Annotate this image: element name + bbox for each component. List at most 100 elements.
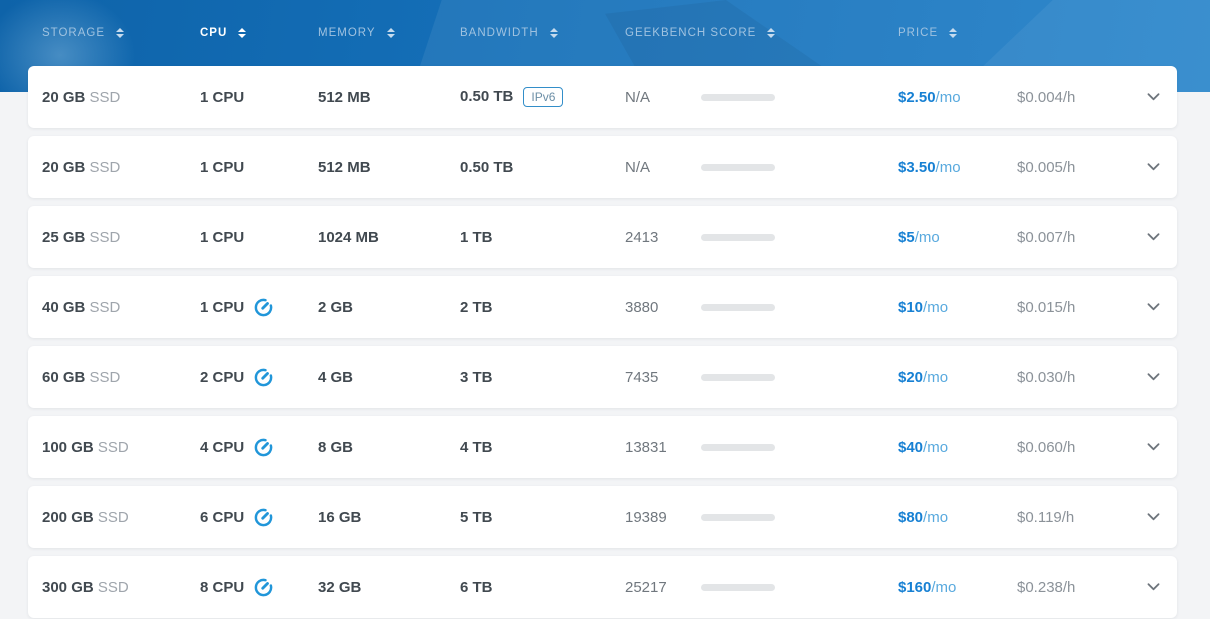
price-hourly: $0.060/h (1017, 438, 1076, 456)
storage-type: SSD (97, 438, 129, 456)
cpu-cell: 1 CPU (200, 298, 318, 317)
storage-cell: 40 GB SSD (42, 298, 121, 316)
cpu-cell: 1 CPU (200, 88, 245, 106)
sort-icon (116, 28, 125, 38)
chevron-down-icon[interactable] (1143, 509, 1164, 525)
cpu-cell: 2 CPU (200, 368, 318, 387)
column-label: STORAGE (42, 27, 106, 39)
storage-cell: 20 GB SSD (42, 158, 121, 176)
plan-row[interactable]: 20 GB SSD 1 CPU 512 MB 0.50 TB IPv6 N/A $… (28, 66, 1177, 128)
storage-cell: 300 GB SSD (42, 578, 129, 596)
bandwidth-cell: 6 TB (460, 578, 493, 596)
speedometer-icon (254, 578, 273, 597)
column-label: PRICE (898, 27, 939, 39)
bandwidth-cell: 4 TB (460, 438, 493, 456)
price-hourly: $0.119/h (1017, 508, 1075, 526)
price-monthly: $40 (898, 438, 924, 456)
chevron-down-icon[interactable] (1143, 89, 1164, 105)
price-cell: $40/mo (898, 439, 1017, 456)
speedometer-icon (254, 438, 273, 457)
column-header-memory[interactable]: MEMORY (318, 27, 460, 39)
bandwidth-cell: 0.50 TB IPv6 (460, 86, 625, 108)
geekbench-score: 7435 (625, 368, 659, 386)
score-bar (701, 583, 775, 591)
score-bar (701, 303, 775, 311)
chevron-down-icon[interactable] (1143, 439, 1164, 455)
plan-row[interactable]: 40 GB SSD 1 CPU 2 GB 2 TB 3880 $10/mo $0… (28, 276, 1177, 338)
chevron-down-icon[interactable] (1143, 159, 1164, 175)
price-cell: $5/mo (898, 229, 1017, 246)
score-bar (701, 443, 775, 451)
bandwidth-cell: 2 TB (460, 298, 493, 316)
sort-icon (767, 28, 776, 38)
column-header-price[interactable]: PRICE (898, 27, 1017, 39)
price-per-label: /mo (923, 298, 949, 316)
column-label: BANDWIDTH (460, 27, 539, 39)
plan-row[interactable]: 20 GB SSD 1 CPU 512 MB 0.50 TB N/A $3.50… (28, 136, 1177, 198)
geekbench-cell: 3880 (625, 299, 898, 316)
plan-row[interactable]: 60 GB SSD 2 CPU 4 GB 3 TB 7435 $20/mo $0… (28, 346, 1177, 408)
column-header-cpu[interactable]: CPU (200, 27, 318, 39)
pricing-table: STORAGE CPU MEMORY BANDWIDTH GEEKBENCH S… (28, 0, 1177, 618)
memory-cell: 2 GB (318, 298, 354, 316)
price-cell: $3.50/mo (898, 159, 1017, 176)
price-cell: $160/mo (898, 579, 1017, 596)
storage-type: SSD (89, 228, 121, 246)
cpu-cell: 6 CPU (200, 508, 318, 527)
sort-icon (949, 28, 958, 38)
speedometer-icon (254, 298, 273, 317)
storage-type: SSD (89, 298, 121, 316)
storage-cell: 20 GB SSD (42, 88, 121, 106)
bandwidth-cell: 1 TB (460, 228, 493, 246)
geekbench-score: 2413 (625, 228, 659, 246)
score-bar (701, 93, 775, 101)
plan-row[interactable]: 100 GB SSD 4 CPU 8 GB 4 TB 13831 $40/mo … (28, 416, 1177, 478)
column-header-bandwidth[interactable]: BANDWIDTH (460, 27, 625, 39)
sort-icon (386, 28, 395, 38)
plan-rows: 20 GB SSD 1 CPU 512 MB 0.50 TB IPv6 N/A $… (28, 66, 1177, 618)
geekbench-cell: 13831 (625, 439, 898, 456)
sort-icon (238, 28, 247, 38)
score-bar (701, 373, 775, 381)
bandwidth-cell: 0.50 TB (460, 158, 514, 176)
price-hourly: $0.005/h (1017, 158, 1076, 176)
geekbench-score: 13831 (625, 438, 667, 456)
price-per-label: /mo (935, 158, 961, 176)
price-per-label: /mo (923, 368, 949, 386)
price-monthly: $2.50 (898, 88, 936, 106)
plan-row[interactable]: 25 GB SSD 1 CPU 1024 MB 1 TB 2413 $5/mo … (28, 206, 1177, 268)
storage-type: SSD (89, 88, 121, 106)
geekbench-score: 25217 (625, 578, 667, 596)
geekbench-cell: N/A (625, 89, 898, 106)
column-label: MEMORY (318, 27, 376, 39)
price-per-label: /mo (914, 228, 940, 246)
price-monthly: $20 (898, 368, 924, 386)
speedometer-icon (254, 508, 273, 527)
storage-cell: 200 GB SSD (42, 508, 129, 526)
chevron-down-icon[interactable] (1143, 579, 1164, 595)
price-per-label: /mo (935, 88, 961, 106)
price-hourly: $0.030/h (1017, 368, 1076, 386)
column-label: GEEKBENCH SCORE (625, 27, 757, 39)
cpu-cell: 1 CPU (200, 228, 245, 246)
column-header-storage[interactable]: STORAGE (42, 27, 200, 39)
plan-row[interactable]: 300 GB SSD 8 CPU 32 GB 6 TB 25217 $160/m… (28, 556, 1177, 618)
speedometer-icon (254, 368, 273, 387)
column-header-geekbench[interactable]: GEEKBENCH SCORE (625, 27, 898, 39)
chevron-down-icon[interactable] (1143, 229, 1164, 245)
price-hourly: $0.238/h (1017, 578, 1076, 596)
price-monthly: $3.50 (898, 158, 936, 176)
memory-cell: 512 MB (318, 158, 371, 176)
chevron-down-icon[interactable] (1143, 369, 1164, 385)
price-hourly: $0.007/h (1017, 228, 1076, 246)
bandwidth-cell: 3 TB (460, 368, 493, 386)
cpu-cell: 4 CPU (200, 438, 318, 457)
score-bar (701, 233, 775, 241)
chevron-down-icon[interactable] (1143, 299, 1164, 315)
price-cell: $20/mo (898, 369, 1017, 386)
geekbench-score: 3880 (625, 298, 659, 316)
price-per-label: /mo (931, 578, 957, 596)
geekbench-cell: N/A (625, 159, 898, 176)
memory-cell: 16 GB (318, 508, 362, 526)
plan-row[interactable]: 200 GB SSD 6 CPU 16 GB 5 TB 19389 $80/mo… (28, 486, 1177, 548)
